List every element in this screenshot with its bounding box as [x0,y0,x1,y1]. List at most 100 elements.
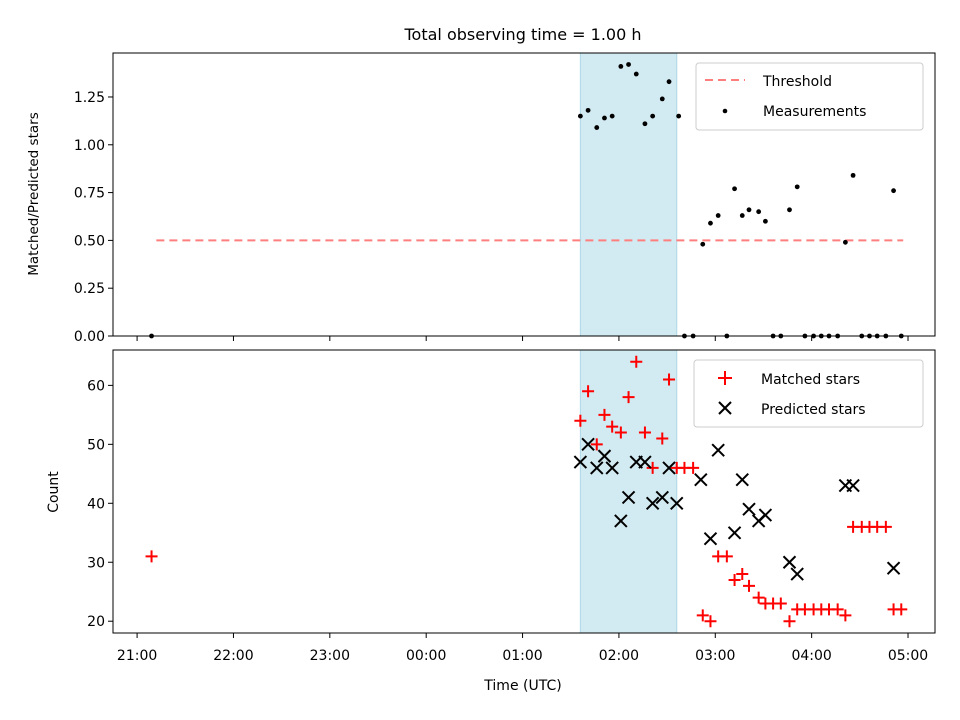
y-tick-label: 0.00 [74,329,105,345]
legend-predicted-label: Predicted stars [761,402,866,418]
top-axes: 0.00 0.25 0.50 0.75 1.00 1.25 Total observing… [26,25,936,345]
predicted-star-marker [670,496,684,510]
x-tick-label: 00:00 [406,648,446,664]
predicted-star-marker [711,443,725,457]
highlight-band [579,52,678,337]
x-tick-label: 05:00 [888,648,928,664]
top-x-ticks [136,336,909,341]
matched-star-marker [614,426,627,439]
x-tick-label: 01:00 [502,648,542,664]
x-tick-label: 03:00 [695,648,735,664]
bottom-y-ticks: 20 30 40 50 60 [87,378,113,630]
matched-star-marker [728,573,741,586]
measurement-point [666,79,672,85]
matched-star-marker [839,609,852,622]
measurement-point [891,188,896,194]
matched-star-marker [590,438,603,451]
predicted-star-marker [846,478,860,493]
top-legend: Threshold Measurements [695,62,924,131]
measurement-point [659,96,665,102]
matched-star-marker [598,408,611,421]
predicted-star-marker [790,567,804,581]
measurement-point [577,113,583,119]
predicted-star-marker [605,461,619,475]
top-legend-box [695,62,924,131]
legend-threshold-label: Threshold [762,74,832,90]
y-tick-label: 60 [87,378,105,394]
matched-star-marker [774,597,787,610]
top-chart-title: Total observing time = 1.00 h [403,25,641,44]
y-tick-label: 1.25 [74,90,105,106]
matched-star-marker [638,426,651,439]
predicted-star-marker [645,496,660,510]
matched-star-marker [696,609,709,622]
measurement-point [585,107,591,113]
y-tick-label: 0.25 [74,281,105,297]
x-tick-label: 02:00 [599,648,639,664]
y-tick-label: 20 [87,614,105,630]
measurement-point [626,62,631,67]
matched-star-marker [574,414,587,427]
x-tick-label: 21:00 [117,648,157,664]
y-tick-label: 30 [87,555,105,571]
legend-matched-swatch [718,371,732,385]
measurement-point [715,213,721,218]
bottom-axes: 20 30 40 50 60 21:00 22:00 23:00 00:00 01:00 02:0… [46,349,936,694]
matched-star-marker [663,373,676,386]
bottom-x-axis-label: Time (UTC) [483,678,561,694]
matched-star-marker [606,420,619,433]
predicted-star-marker [590,461,604,475]
measurement-point [609,113,615,119]
measurement-point [708,220,713,226]
x-tick-label: 23:00 [310,648,350,664]
measurement-point [633,71,639,77]
matched-star-marker [646,461,659,474]
bottom-axes-frame [112,349,936,634]
matched-star-marker [879,520,892,533]
predicted-star-marker [638,455,652,469]
matched-star-marker [895,603,908,616]
bottom-legend: Matched stars Predicted stars [693,359,924,428]
x-tick-label: 22:00 [213,648,253,664]
y-tick-label: 1.00 [74,138,105,154]
predicted-star-marker [886,561,901,575]
predicted-star-marker [694,473,708,487]
measurement-point [650,113,656,119]
bottom-x-ticks: 21:00 22:00 23:00 00:00 01:00 02:00 03:00 04:00… [117,633,928,664]
y-tick-label: 40 [87,496,105,512]
measurement-point [787,207,792,213]
matched-star-marker [630,355,643,368]
predicted-star-marker [573,455,588,469]
matched-star-marker [704,615,717,628]
measurement-point [594,125,600,130]
measurement-point [842,239,848,245]
predicted-star-marker [581,437,595,452]
bottom-matched-layer [145,355,908,628]
matched-star-marker [736,568,749,581]
bottom-predicted-layer [573,437,901,581]
predicted-star-marker [597,449,612,463]
bottom-y-axis-label: Count [46,471,62,513]
measurement-point [756,209,762,215]
y-tick-label: 0.50 [74,233,105,249]
measurement-point [746,207,752,213]
measurement-point [642,121,648,127]
top-axes-frame [112,52,936,337]
legend-matched-label: Matched stars [761,372,860,388]
legend-measurements-swatch [722,108,728,114]
predicted-star-marker [621,490,636,505]
matched-star-marker [656,432,669,445]
matched-star-marker [831,603,844,616]
predicted-star-marker [735,473,749,487]
top-points-layer [149,62,904,339]
y-tick-label: 50 [87,437,105,453]
measurement-point [732,186,737,192]
predicted-star-marker [662,461,676,475]
x-tick-label: 04:00 [791,648,831,664]
measurement-point [700,241,706,247]
top-y-ticks: 0.00 0.25 0.50 0.75 1.00 1.25 [74,90,113,345]
bottom-legend-box [693,359,924,428]
top-y-axis-label: Matched/Predicted stars [26,112,42,275]
predicted-star-marker [758,508,773,522]
measurement-point [676,113,682,119]
